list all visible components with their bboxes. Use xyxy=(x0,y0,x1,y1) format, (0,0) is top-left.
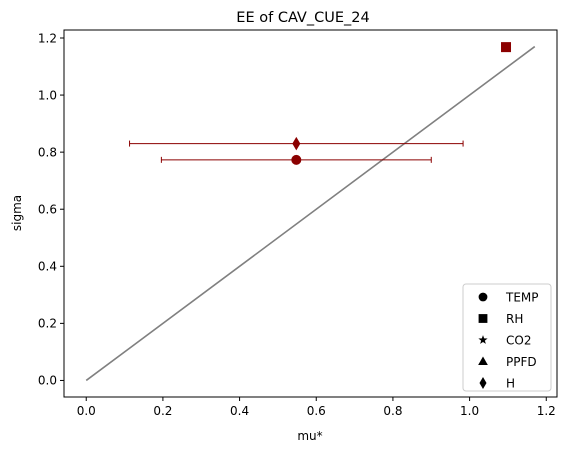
x-tick-label: 0.2 xyxy=(153,404,172,418)
data-point-temp xyxy=(291,154,302,165)
points-layer xyxy=(129,42,512,165)
legend-marker-ppfd xyxy=(478,356,488,366)
legend-marker-temp xyxy=(478,292,488,302)
data-point-h xyxy=(292,136,301,151)
y-tick-label: 0.6 xyxy=(38,203,57,217)
y-tick-label: 0.0 xyxy=(38,374,57,388)
legend-label-h: H xyxy=(506,377,515,391)
x-tick-label: 0.4 xyxy=(230,404,249,418)
x-axis-label: mu* xyxy=(297,429,322,443)
y-axis-label: sigma xyxy=(10,195,24,231)
legend-marker-rh xyxy=(478,314,488,323)
data-point-rh xyxy=(501,42,512,53)
legend-marker-h xyxy=(479,377,487,389)
y-tick-label: 0.4 xyxy=(38,260,57,274)
legend-label-ppfd: PPFD xyxy=(506,355,537,369)
legend-label-temp: TEMP xyxy=(505,291,539,305)
y-tick-label: 1.0 xyxy=(38,88,57,102)
legend-label-co2: CO2 xyxy=(506,334,531,348)
legend: TEMP RH CO2 PPFD H xyxy=(462,283,552,392)
chart-title: EE of CAV_CUE_24 xyxy=(236,10,369,26)
reference-line xyxy=(85,45,536,382)
legend-label-rh: RH xyxy=(506,312,523,326)
x-tick-label: 0.0 xyxy=(77,404,96,418)
y-tick-label: 1.2 xyxy=(38,31,57,45)
x-tick-label: 1.0 xyxy=(460,404,479,418)
x-tick-label: 0.6 xyxy=(307,404,326,418)
x-axis: 0.0 0.2 0.4 0.6 0.8 1.0 1.2 xyxy=(77,397,556,418)
x-tick-label: 1.2 xyxy=(537,404,556,418)
x-tick-label: 0.8 xyxy=(383,404,402,418)
y-axis: 0.0 0.2 0.4 0.6 0.8 1.0 1.2 xyxy=(38,31,64,388)
legend-marker-co2 xyxy=(478,335,488,344)
y-tick-label: 0.2 xyxy=(38,317,57,331)
reference-layer xyxy=(85,45,536,382)
plot-area xyxy=(63,29,558,398)
y-tick-label: 0.8 xyxy=(38,145,57,159)
